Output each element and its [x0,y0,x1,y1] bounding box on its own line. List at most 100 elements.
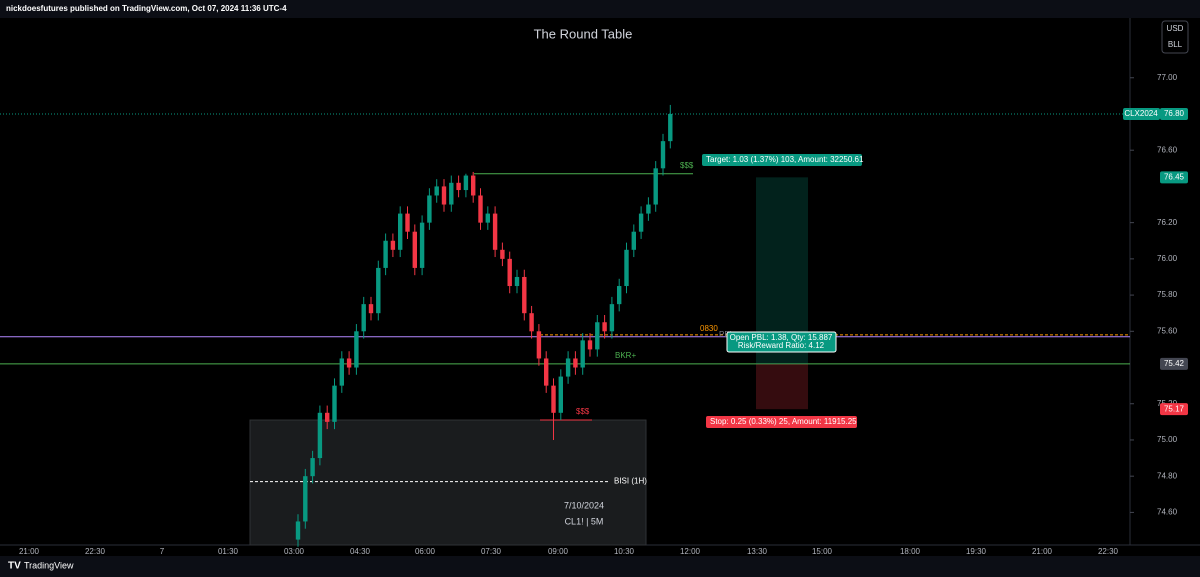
header: nickdoesfutures published on TradingView… [6,4,287,13]
candle [536,324,542,366]
candle-body [434,186,439,196]
level-label: BKR+ [615,351,636,360]
candle [310,450,315,484]
candle-body [507,258,512,287]
unit-box[interactable] [1161,20,1189,54]
footer-logo: TV [8,561,21,572]
candle [617,278,622,312]
candle [368,296,374,321]
candle [624,242,629,294]
candle-body [325,412,330,422]
y-tick-label: 75.60 [1157,326,1178,335]
level-label: BISI (1H) [614,477,647,486]
candle-body [638,213,644,232]
symbol-tag: CLX2024 [1124,109,1158,118]
candle [558,369,563,421]
candle-body [361,304,366,332]
candle [449,175,454,212]
candle-body [602,322,607,332]
candle-body [295,521,301,540]
x-tick-label: 04:30 [350,547,371,556]
candle-body [514,276,520,287]
candle [660,133,666,176]
candle [325,405,330,430]
candle-body [646,204,651,214]
candle [492,206,498,258]
candle [478,188,483,230]
candle [587,333,593,357]
candle [361,296,366,339]
candle [412,224,417,276]
level-label: $$$ [680,161,694,170]
candle [390,233,396,258]
candle-body [660,141,666,169]
x-tick-label: 12:00 [680,547,701,556]
candle [580,333,585,375]
candle [653,161,658,212]
candle-body [595,322,600,350]
candle [595,315,600,357]
x-tick-label: 01:30 [218,547,239,556]
open-label-bg [726,331,837,353]
candle [427,188,432,230]
candle [507,251,512,294]
candle-body [412,231,417,268]
x-tick-label: 15:00 [812,547,833,556]
candle [631,224,636,258]
stop-zone [756,363,808,410]
candle-body [463,175,469,191]
x-tick-label: 19:30 [966,547,987,556]
target-label-bg [702,154,862,166]
footer-bar [0,556,1200,577]
candle [646,197,651,221]
x-tick-label: 22:30 [85,547,106,556]
candle-body [485,213,490,223]
candle-body [456,182,461,191]
candle-body [376,267,381,314]
candle-body [332,385,337,422]
price-tag: 76.45 [1164,172,1185,181]
x-tick-label: 21:00 [19,547,40,556]
candle [602,315,607,339]
candle [522,269,527,321]
candle-body [405,213,410,232]
x-tick-label: 21:00 [1032,547,1053,556]
candle-body [624,249,629,287]
candle [471,171,476,203]
candle [609,296,615,339]
candle-body [419,222,425,268]
y-tick-label: 76.60 [1157,145,1178,154]
candle [514,269,520,294]
candle [573,351,578,375]
price-tag-bg [1160,171,1188,184]
candle-body [478,195,483,223]
candle-body [398,213,403,250]
y-tick-label: 74.80 [1157,471,1178,480]
currency: USD [1167,24,1184,33]
candle [405,206,410,239]
candle-body [390,240,396,250]
candle-body [339,358,344,386]
candle-body [551,385,556,413]
x-tick-label: 09:00 [548,547,569,556]
candle-body [573,358,578,368]
level-label: $$$ [576,407,590,416]
candle-body [558,376,563,413]
level-label: 0830 [700,324,718,333]
open-label: Open PBL: 1.38, Qty: 15.887 [730,333,833,342]
candle [354,324,359,375]
x-tick-label: 07:30 [481,547,502,556]
target-label: Target: 1.03 (1.37%) 103, Amount: 32250.… [706,155,864,164]
candle-body [346,358,352,368]
box-date: 7/10/2024 [564,500,604,510]
chart-title: The Round Table [534,26,633,41]
candle-body [587,340,593,350]
candle-body [449,182,454,205]
candle-body [317,412,323,459]
price-tag-bg [1160,403,1188,416]
candle-body [536,331,542,359]
candle-body [441,186,447,205]
symbol-tag-bg [1123,107,1160,120]
footer: TradingView [24,560,74,570]
candle [565,351,571,384]
